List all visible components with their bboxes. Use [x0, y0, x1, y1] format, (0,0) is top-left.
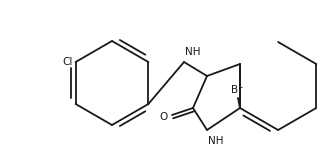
Text: O: O — [160, 112, 168, 122]
Text: NH: NH — [185, 47, 201, 57]
Text: Br: Br — [231, 85, 243, 95]
Text: NH: NH — [208, 136, 224, 146]
Text: Cl: Cl — [62, 57, 73, 67]
